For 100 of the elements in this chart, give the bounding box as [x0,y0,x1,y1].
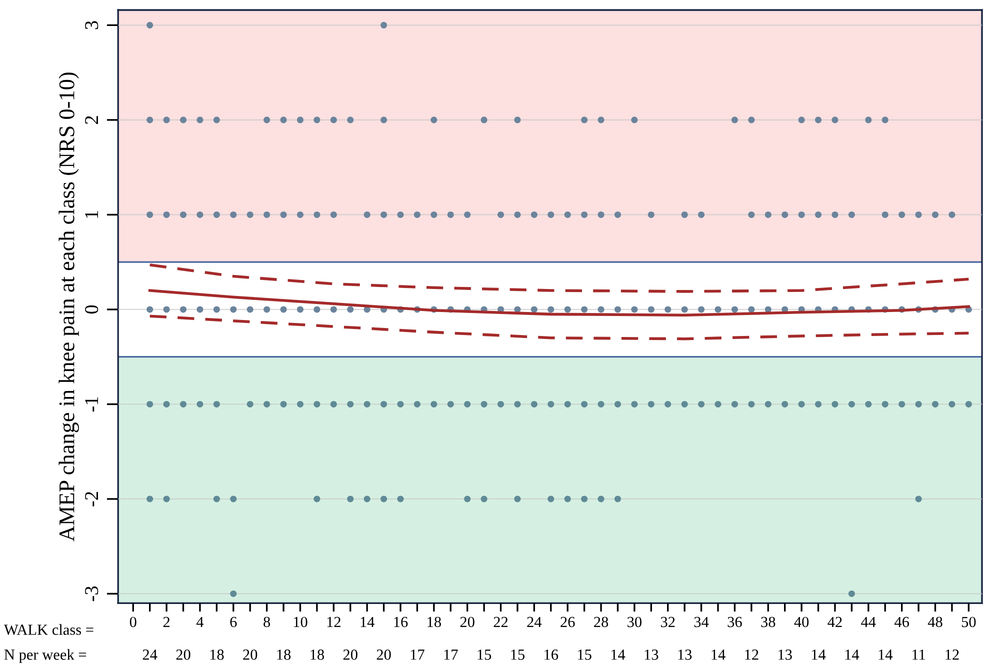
text: 24 [142,650,158,660]
x-tick-label: 10 [294,616,308,628]
point [631,306,638,313]
x-tick-label: 0 [130,616,136,628]
point [180,211,187,218]
x-tick-label: 30 [628,616,642,628]
y-tick-label: -2 [85,492,98,506]
point [397,496,404,502]
point [898,400,906,408]
point [648,211,654,218]
point [314,400,320,408]
y-tick-label: -3 [85,586,98,602]
point [598,496,604,502]
text: 14 [878,650,893,660]
point [380,400,388,408]
point [296,116,304,124]
point [163,496,170,502]
x-tick-label: 22 [494,616,508,627]
point [698,400,705,408]
point [631,116,638,124]
point [230,211,237,218]
point [180,400,187,408]
point [380,496,388,502]
point [280,211,287,218]
y-axis-title: AMEP change in knee pain at each class (NRS 0-10) [58,72,79,542]
point [564,211,571,218]
x-tick-label: 18 [428,616,441,628]
text: 20 [343,650,358,660]
text: 20 [376,650,391,660]
point [514,400,521,408]
y-tick-label: -1 [85,397,98,412]
point [280,116,287,124]
x-tick-label: 4 [196,616,204,627]
point [196,116,204,124]
point [614,496,621,502]
x-tick-label: 12 [327,616,340,627]
point [530,211,538,218]
point [564,496,571,502]
point [430,116,438,124]
y-tick-label: 1 [85,211,98,218]
point [314,496,320,502]
point [330,116,337,124]
text: 15 [511,650,525,660]
text: 18 [210,650,224,660]
point [848,400,855,408]
x-axis-title: WALK class = [4,624,94,635]
point [213,211,220,218]
point [447,400,454,408]
point [614,400,621,408]
point [146,211,154,218]
point [464,496,471,502]
point [832,400,838,408]
point [480,116,488,124]
point [397,400,404,408]
point [932,400,938,408]
text: 18 [310,650,324,660]
point [163,211,170,218]
x-tick-label: 6 [230,616,237,628]
point [296,400,304,408]
text: 16 [544,650,558,660]
point [764,211,772,218]
x-tick-label: 2 [163,616,170,627]
point [530,306,538,313]
point [514,211,521,218]
point [380,211,388,218]
x-tick-label: 34 [694,616,709,628]
point [498,211,504,218]
text: 12 [745,650,758,660]
point [146,496,154,502]
text: 20 [243,650,258,660]
point [430,211,438,218]
point [180,306,187,313]
x-tick-label: 40 [794,616,809,628]
point [882,400,888,408]
text: 17 [410,650,424,660]
x-tick-label: 16 [394,616,408,628]
point [146,400,154,408]
line-series [148,289,970,317]
point [731,400,738,408]
point [648,400,654,408]
point [698,306,705,313]
point [815,211,822,218]
point [280,400,287,408]
point [748,306,755,313]
point [581,306,588,313]
point [230,306,237,313]
x-tick-label: 28 [594,616,608,628]
point [832,211,838,218]
point [882,116,888,124]
text: 20 [176,650,190,660]
point [748,400,755,408]
point [364,211,370,218]
point [932,211,938,218]
point [347,400,354,408]
point [347,496,354,502]
x-tick-label: 20 [460,616,474,628]
point [330,306,337,313]
point [347,306,354,313]
x-tick-label: 26 [560,616,575,628]
x-tick-label: 38 [761,616,776,628]
